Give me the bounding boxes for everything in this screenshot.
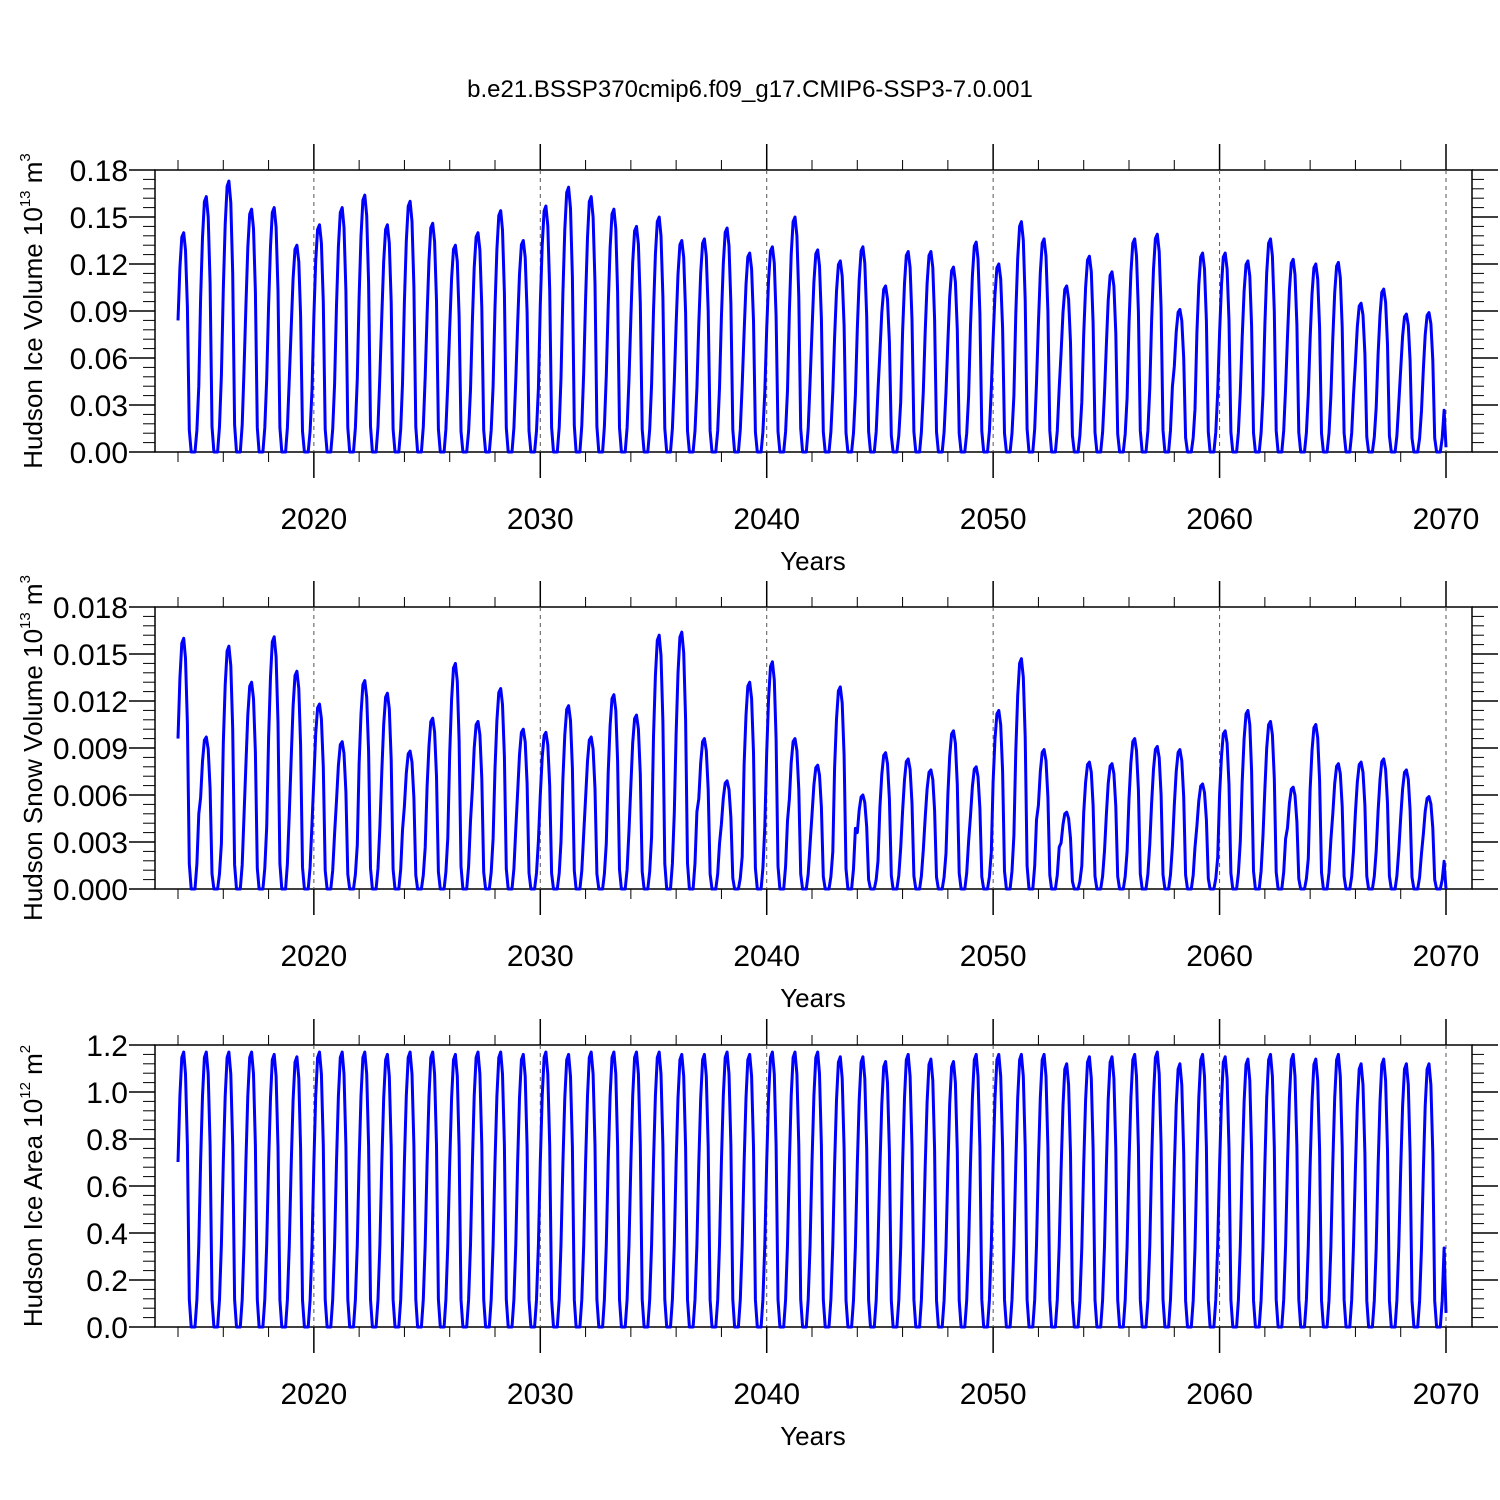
y-tick-label: 0.003 [53, 827, 128, 860]
x-tick-label: 2070 [1413, 940, 1480, 973]
x-tick-label: 2050 [960, 940, 1027, 973]
y-tick-label: 1.2 [86, 1030, 128, 1063]
x-tick-label: 2040 [733, 1378, 800, 1411]
x-tick-label: 2060 [1186, 503, 1253, 536]
y-tick-label: 0.0 [86, 1312, 128, 1345]
y-tick-label: 0.03 [70, 390, 128, 423]
y-tick-label: 0.006 [53, 780, 128, 813]
x-tick-label: 2060 [1186, 940, 1253, 973]
y-tick-label: 0.009 [53, 733, 128, 766]
y-tick-label: 0.012 [53, 686, 128, 719]
series-line [176, 179, 1448, 454]
y-tick-label: 0.00 [70, 437, 128, 470]
x-axis-label: Years [780, 546, 846, 576]
x-tick-label: 2020 [280, 940, 347, 973]
y-tick-label: 0.06 [70, 343, 128, 376]
chart-panel-1: 2020 2030 2040 2050 2060 2070 0.00 0.03 0.06 0.09… [17, 144, 1498, 576]
y-tick-label: 0.18 [70, 155, 128, 188]
y-tick-label: 0.09 [70, 296, 128, 329]
y-tick-label: 0.4 [86, 1218, 128, 1251]
y-axis-label: Hudson Snow Volume 1013 m3 [17, 575, 48, 921]
y-tick-label: 0.6 [86, 1171, 128, 1204]
x-tick-label: 2030 [507, 940, 574, 973]
chart-panel-3: 2020 2030 2040 2050 2060 2070 0.0 0.2 0.4 0.6 0.8 1… [17, 1019, 1498, 1451]
x-axis-label: Years [780, 1421, 846, 1451]
x-tick-label: 2020 [280, 1378, 347, 1411]
y-tick-label: 0.8 [86, 1124, 128, 1157]
x-tick-label: 2060 [1186, 1378, 1253, 1411]
y-tick-label: 0.2 [86, 1265, 128, 1298]
y-axis-label: Hudson Ice Volume 1013 m3 [17, 153, 48, 469]
x-tick-label: 2070 [1413, 503, 1480, 536]
x-tick-label: 2050 [960, 503, 1027, 536]
y-tick-label: 0.015 [53, 639, 128, 672]
chart-panel-2: 2020 2030 2040 2050 2060 2070 0.000 0.003 0.006 0… [17, 575, 1498, 1013]
x-tick-label: 2030 [507, 1378, 574, 1411]
y-tick-label: 0.018 [53, 592, 128, 625]
x-tick-label: 2050 [960, 1378, 1027, 1411]
y-tick-label: 0.15 [70, 202, 128, 235]
y-tick-label: 1.0 [86, 1077, 128, 1110]
y-axis-label: Hudson Ice Area 1012 m2 [17, 1045, 48, 1327]
series-line [176, 1050, 1448, 1329]
x-tick-label: 2040 [733, 940, 800, 973]
x-tick-label: 2030 [507, 503, 574, 536]
x-tick-label: 2020 [280, 503, 347, 536]
y-tick-label: 0.000 [53, 874, 128, 907]
figure-title: b.e21.BSSP370cmip6.f09_g17.CMIP6-SSP3-7.… [467, 76, 1033, 103]
y-tick-label: 0.12 [70, 249, 128, 282]
panels: 2020 2030 2040 2050 2060 2070 0.00 0.03 0.06 0.09… [17, 144, 1498, 1451]
x-tick-label: 2070 [1413, 1378, 1480, 1411]
x-axis-label: Years [780, 983, 846, 1013]
x-tick-label: 2040 [733, 503, 800, 536]
series-line [176, 630, 1448, 891]
